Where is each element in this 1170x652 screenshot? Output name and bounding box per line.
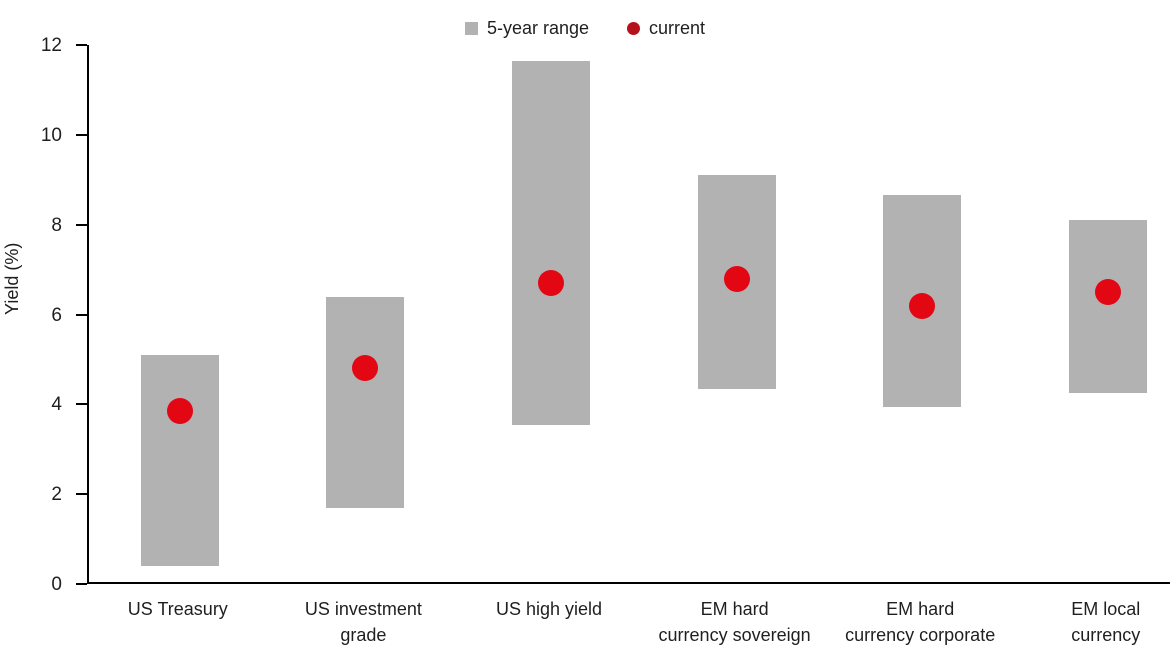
y-tick-mark (76, 313, 87, 316)
category-label: US high yield (495, 599, 603, 619)
range-bar (140, 354, 219, 567)
current-dot (538, 270, 564, 297)
current-dot (909, 292, 936, 319)
y-tick-label: 0 (51, 574, 62, 595)
legend-label-current: current (649, 18, 706, 38)
category-label: US Treasury (127, 599, 228, 619)
current-dot (1094, 279, 1121, 306)
current-dot (352, 355, 379, 382)
y-tick-label: 4 (51, 394, 62, 416)
plot-area (87, 45, 1170, 584)
current-dot (166, 398, 193, 425)
category-label: US investment grade (304, 599, 422, 645)
y-tick-label: 8 (51, 214, 62, 236)
chart-legend: 5-year range current (0, 14, 1170, 42)
legend-label-range: 5-year range (486, 18, 590, 38)
y-tick-mark (76, 403, 87, 406)
legend-item-range: 5-year range (464, 14, 590, 42)
y-axis-title: Yield (%) (2, 242, 22, 315)
y-tick-mark (76, 133, 87, 136)
current-dot (723, 265, 750, 292)
y-tick-label: 10 (40, 124, 62, 146)
category-label: EM local currency (1071, 599, 1141, 645)
y-tick-label: 2 (51, 484, 62, 506)
y-tick-mark (76, 493, 87, 496)
y-tick-label: 12 (40, 35, 62, 56)
range-bar (1068, 220, 1147, 394)
category-label: EM hard currency sovereign (658, 599, 811, 645)
range-bar (326, 296, 405, 508)
legend-item-current: current (627, 14, 705, 42)
category-label: EM hard currency corporate (845, 599, 996, 645)
current-swatch-icon (627, 21, 641, 35)
range-bar (512, 60, 590, 425)
y-tick-label: 6 (51, 304, 62, 326)
range-swatch-icon (464, 21, 478, 35)
y-tick-mark (76, 44, 87, 46)
y-tick-mark (76, 223, 87, 226)
y-tick-mark (76, 583, 87, 585)
